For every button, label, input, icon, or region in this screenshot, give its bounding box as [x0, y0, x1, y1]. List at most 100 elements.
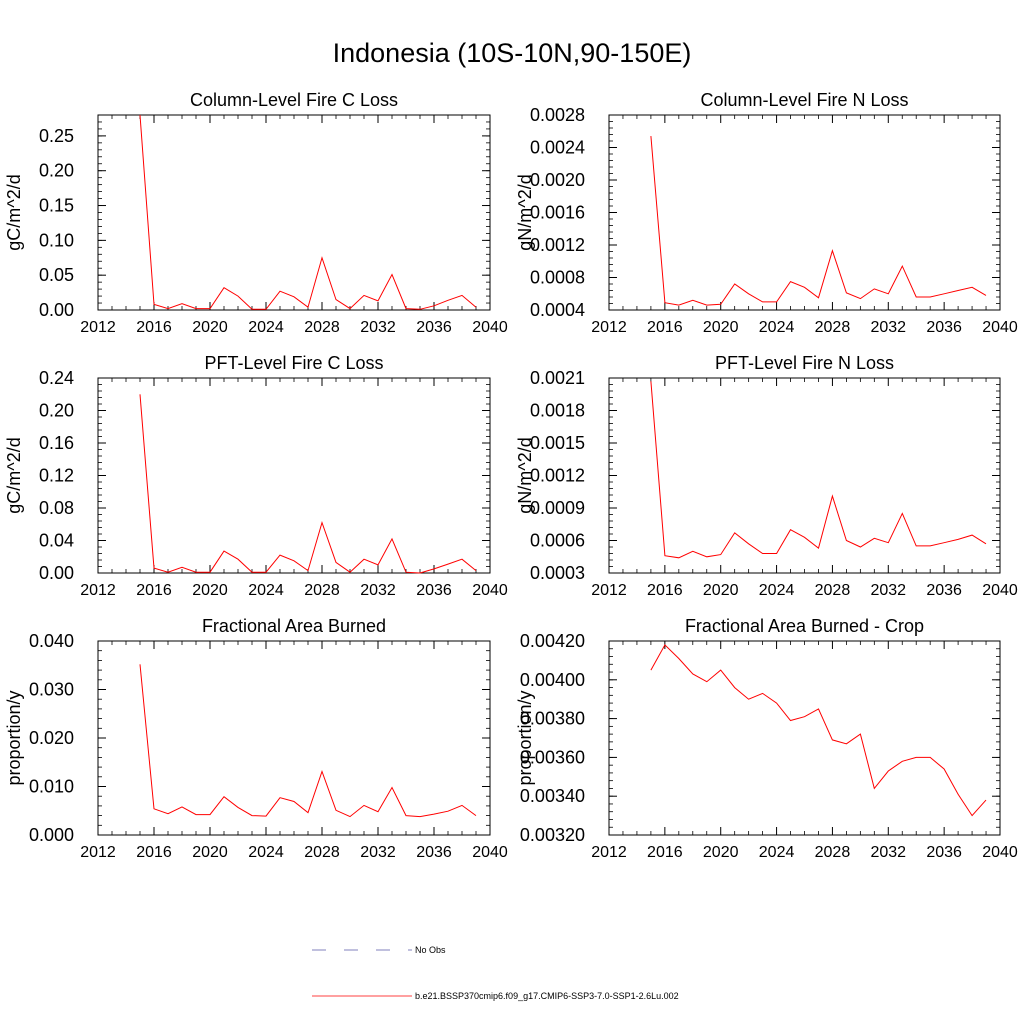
- x-tick-label: 2028: [815, 319, 851, 336]
- x-tick-label: 2024: [248, 582, 284, 599]
- x-tick-label: 2012: [80, 844, 116, 861]
- y-tick-label: 0.00: [39, 300, 74, 320]
- y-tick-label: 0.00: [39, 563, 74, 583]
- y-tick-label: 0.010: [29, 777, 74, 797]
- chart-title: Fractional Area Burned - Crop: [685, 616, 924, 636]
- y-tick-label: 0.12: [39, 466, 74, 486]
- y-tick-label: 0.0021: [530, 368, 585, 388]
- series-line: [139, 114, 477, 310]
- y-tick-label: 0.0008: [530, 268, 585, 288]
- page-title: Indonesia (10S-10N,90-150E): [332, 38, 692, 68]
- chart-panel-1: Column-Level Fire C Loss gC/m^2/d 2012 2016…: [4, 90, 508, 336]
- chart-title: Column-Level Fire C Loss: [190, 90, 398, 110]
- x-tick-label: 2040: [982, 319, 1018, 336]
- chart-panel-2: Column-Level Fire N Loss gN/m^2/d 2012 2016…: [515, 90, 1018, 336]
- y-tick-label: 0.16: [39, 433, 74, 453]
- chart-panel-5: Fractional Area Burned proportion/y 2012 20…: [4, 616, 508, 861]
- x-tick-label: 2036: [926, 582, 962, 599]
- y-tick-label: 0.0020: [530, 170, 585, 190]
- x-tick-label: 2016: [647, 582, 683, 599]
- legend-label-model-run: b.e21.BSSP370cmip6.f09_g17.CMIP6-SSP3-7.…: [415, 991, 679, 1001]
- y-axis-label: gC/m^2/d: [4, 174, 24, 250]
- y-tick-label: 0.15: [39, 196, 74, 216]
- series-line: [139, 664, 477, 818]
- y-tick-label: 0.0012: [530, 235, 585, 255]
- x-tick-label: 2024: [248, 319, 284, 336]
- x-tick-label: 2012: [591, 582, 627, 599]
- x-tick-label: 2040: [982, 582, 1018, 599]
- y-tick-label: 0.040: [29, 631, 74, 651]
- x-tick-label: 2016: [647, 844, 683, 861]
- x-tick-label: 2016: [647, 319, 683, 336]
- x-tick-label: 2040: [472, 844, 508, 861]
- chart-panels: Column-Level Fire C Loss gC/m^2/d 2012 2016…: [4, 90, 1018, 861]
- y-tick-label: 0.0028: [530, 105, 585, 125]
- y-axis-label: proportion/y: [4, 690, 24, 785]
- y-tick-label: 0.24: [39, 368, 74, 388]
- x-tick-label: 2032: [360, 844, 396, 861]
- chart-title: PFT-Level Fire C Loss: [204, 353, 383, 373]
- plot-frame: [97, 377, 491, 574]
- x-tick-label: 2024: [759, 319, 795, 336]
- y-tick-label: 0.030: [29, 680, 74, 700]
- y-tick-label: 0.0012: [530, 466, 585, 486]
- y-tick-label: 0.08: [39, 498, 74, 518]
- plot-frame: [608, 114, 1001, 311]
- legend-label-no-obs: No Obs: [415, 945, 446, 955]
- y-tick-label: 0.25: [39, 126, 74, 146]
- y-tick-label: 0.04: [39, 531, 74, 551]
- x-tick-label: 2032: [870, 844, 906, 861]
- x-tick-label: 2012: [80, 319, 116, 336]
- x-tick-label: 2032: [870, 319, 906, 336]
- y-tick-label: 0.0015: [530, 433, 585, 453]
- plot-frame: [608, 640, 1001, 836]
- x-tick-label: 2020: [192, 319, 228, 336]
- y-tick-label: 0.00380: [520, 709, 585, 729]
- x-tick-label: 2032: [870, 582, 906, 599]
- y-tick-label: 0.05: [39, 265, 74, 285]
- y-tick-label: 0.020: [29, 728, 74, 748]
- y-tick-label: 0.0006: [530, 531, 585, 551]
- y-tick-label: 0.00360: [520, 747, 585, 767]
- plot-frame: [97, 114, 491, 311]
- x-tick-label: 2020: [192, 582, 228, 599]
- y-tick-label: 0.00320: [520, 825, 585, 845]
- chart-panel-4: PFT-Level Fire N Loss gN/m^2/d 2012 2016 202…: [515, 353, 1018, 599]
- y-tick-label: 0.0003: [530, 563, 585, 583]
- x-tick-label: 2028: [815, 844, 851, 861]
- plot-frame: [97, 640, 491, 836]
- x-tick-label: 2040: [982, 844, 1018, 861]
- x-tick-label: 2036: [416, 844, 452, 861]
- x-tick-label: 2020: [703, 582, 739, 599]
- y-axis-label: proportion/y: [515, 690, 535, 785]
- series-line: [650, 644, 987, 817]
- y-tick-label: 0.10: [39, 230, 74, 250]
- x-tick-label: 2028: [304, 582, 340, 599]
- x-tick-label: 2012: [80, 582, 116, 599]
- x-tick-label: 2020: [703, 319, 739, 336]
- y-tick-label: 0.00420: [520, 631, 585, 651]
- y-tick-label: 0.20: [39, 401, 74, 421]
- x-tick-label: 2020: [192, 844, 228, 861]
- y-axis-label: gN/m^2/d: [515, 174, 535, 250]
- x-tick-label: 2040: [472, 319, 508, 336]
- chart-title: PFT-Level Fire N Loss: [715, 353, 894, 373]
- x-tick-label: 2040: [472, 582, 508, 599]
- y-tick-label: 0.0004: [530, 300, 585, 320]
- x-tick-label: 2028: [304, 844, 340, 861]
- x-tick-label: 2012: [591, 319, 627, 336]
- x-tick-label: 2016: [136, 319, 172, 336]
- x-tick-label: 2024: [248, 844, 284, 861]
- x-tick-label: 2032: [360, 582, 396, 599]
- x-tick-label: 2028: [304, 319, 340, 336]
- x-tick-label: 2032: [360, 319, 396, 336]
- x-tick-label: 2020: [703, 844, 739, 861]
- x-tick-label: 2024: [759, 582, 795, 599]
- x-tick-label: 2016: [136, 582, 172, 599]
- x-tick-label: 2024: [759, 844, 795, 861]
- legend: No Obs b.e21.BSSP370cmip6.f09_g17.CMIP6-…: [312, 945, 679, 1001]
- y-tick-label: 0.00400: [520, 670, 585, 690]
- y-axis-label: gC/m^2/d: [4, 437, 24, 513]
- chart-panel-6: Fractional Area Burned - Crop proportion/…: [515, 616, 1018, 861]
